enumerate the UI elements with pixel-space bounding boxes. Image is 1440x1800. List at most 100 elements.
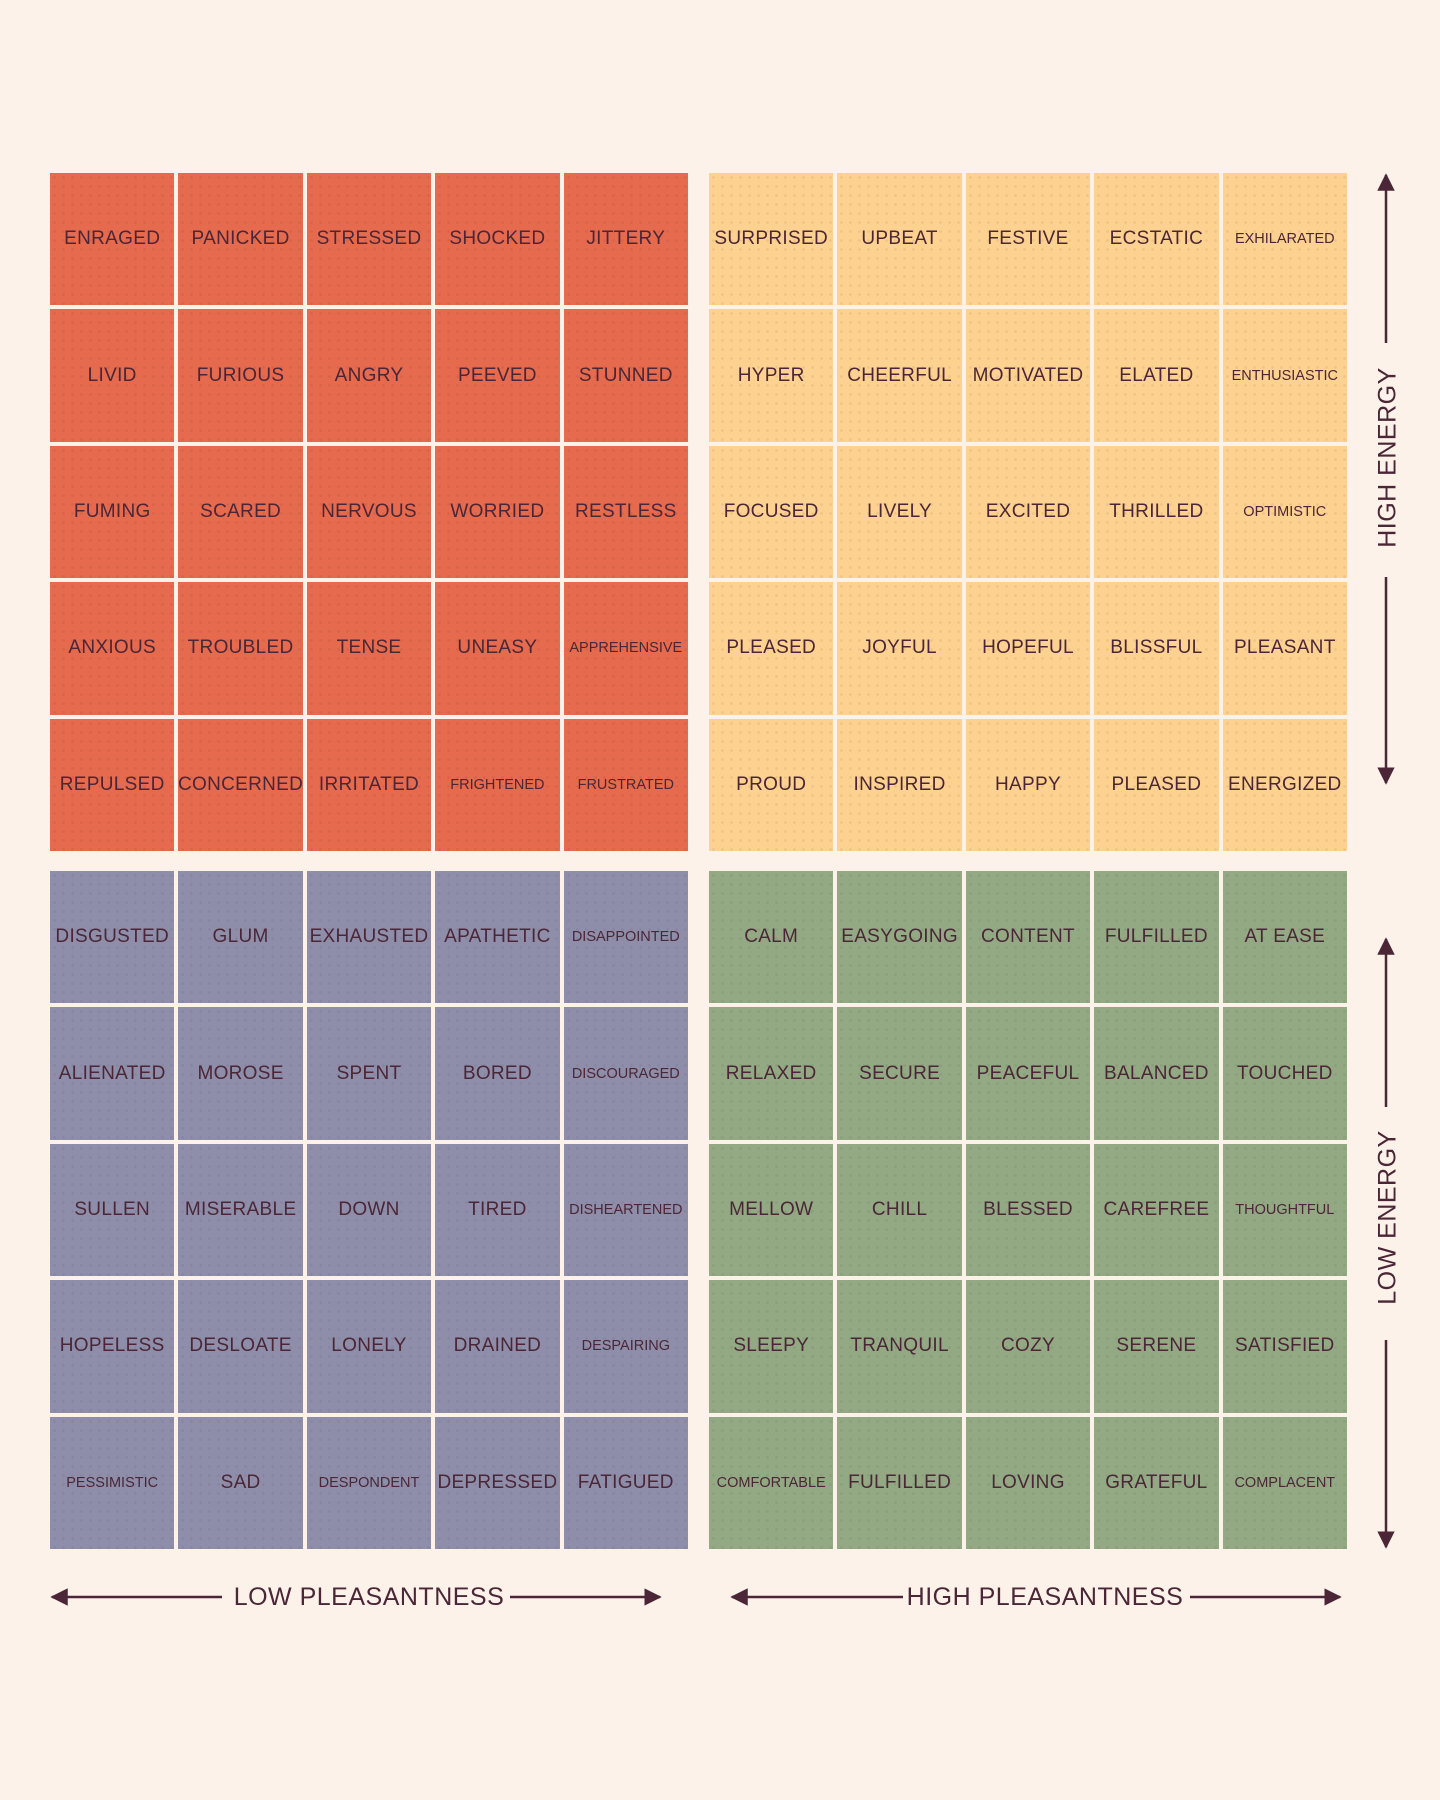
emotion-cell: JOYFUL (837, 582, 962, 715)
emotion-cell: DESLOATE (178, 1280, 303, 1413)
emotion-cell: EASYGOING (837, 871, 962, 1004)
emotion-cell: PLEASED (1094, 718, 1219, 851)
quadrant-high-energy-high-pleasantness: SURPRISED UPBEAT FESTIVE ECSTATIC EXHILARATE… (709, 173, 1347, 851)
x-axis-label-low-pleasantness: LOW PLEASANTNESS (233, 1583, 505, 1611)
emotion-cell: APPREHENSIVE (563, 582, 688, 715)
emotion-cell: MISERABLE (178, 1143, 303, 1277)
emotion-cell: DOWN (306, 1143, 432, 1277)
emotion-cell: BLISSFUL (1094, 582, 1219, 715)
quadrant-low-energy-high-pleasantness: CALM EASYGOING CONTENT FULFILLED AT EASE RELA… (709, 871, 1347, 1549)
emotion-cell: FRIGHTENED (435, 718, 560, 851)
emotion-cell: SECURE (837, 1007, 962, 1140)
emotion-cell: PEACEFUL (965, 1007, 1091, 1140)
emotion-cell: DEPRESSED (435, 1416, 560, 1549)
quadrant-high-energy-low-pleasantness: ENRAGED PANICKED STRESSED SHOCKED JITTERY LIV… (50, 173, 688, 851)
emotion-cell: LOVING (965, 1416, 1091, 1549)
emotion-cell: RESTLESS (563, 445, 688, 579)
emotion-cell: TOUCHED (1222, 1007, 1347, 1140)
emotion-cell: UNEASY (435, 582, 560, 715)
emotion-cell: FESTIVE (965, 173, 1091, 306)
emotion-cell: BALANCED (1094, 1007, 1219, 1140)
emotion-cell: MOROSE (178, 1007, 303, 1140)
emotion-cell: SPENT (306, 1007, 432, 1140)
emotion-cell: FRUSTRATED (563, 718, 688, 851)
emotion-cell: ANGRY (306, 309, 432, 442)
emotion-cell: SURPRISED (709, 173, 834, 306)
emotion-cell: WORRIED (435, 445, 560, 579)
y-axis-label-low-energy: LOW ENERGY (1373, 1130, 1402, 1305)
emotion-cell: ENERGIZED (1222, 718, 1347, 851)
emotion-cell: CONTENT (965, 871, 1091, 1004)
emotion-cell: SERENE (1094, 1280, 1219, 1413)
emotion-cell: DISCOURAGED (563, 1007, 688, 1140)
emotion-cell: ECSTATIC (1094, 173, 1219, 306)
emotion-cell: INSPIRED (837, 718, 962, 851)
y-axis-label-high-energy: HIGH ENERGY (1373, 367, 1402, 548)
emotion-cell: EXCITED (965, 445, 1091, 579)
emotion-cell: RELAXED (709, 1007, 834, 1140)
emotion-cell: CONCERNED (178, 718, 303, 851)
emotion-cell: ENRAGED (50, 173, 175, 306)
emotion-cell: LIVELY (837, 445, 962, 579)
emotion-cell: COMPLACENT (1222, 1416, 1347, 1549)
emotion-cell: CALM (709, 871, 834, 1004)
emotion-cell: OPTIMISTIC (1222, 445, 1347, 579)
emotion-cell: CHEERFUL (837, 309, 962, 442)
emotion-cell: PROUD (709, 718, 834, 851)
emotion-cell: ELATED (1094, 309, 1219, 442)
emotion-cell: STUNNED (563, 309, 688, 442)
emotion-cell: HOPEFUL (965, 582, 1091, 715)
emotion-cell: DESPONDENT (306, 1416, 432, 1549)
emotion-cell: CAREFREE (1094, 1143, 1219, 1277)
emotion-cell: TRANQUIL (837, 1280, 962, 1413)
emotion-cell: SAD (178, 1416, 303, 1549)
emotion-cell: JITTERY (563, 173, 688, 306)
emotion-cell: TENSE (306, 582, 432, 715)
emotion-cell: MOTIVATED (965, 309, 1091, 442)
emotion-cell: MELLOW (709, 1143, 834, 1277)
emotion-cell: GRATEFUL (1094, 1416, 1219, 1549)
x-axis-label-high-pleasantness: HIGH PLEASANTNESS (906, 1583, 1184, 1611)
emotion-cell: COZY (965, 1280, 1091, 1413)
emotion-cell: LIVID (50, 309, 175, 442)
emotion-cell: BORED (435, 1007, 560, 1140)
emotion-cell: ALIENATED (50, 1007, 175, 1140)
emotion-cell: ANXIOUS (50, 582, 175, 715)
emotion-cell: HAPPY (965, 718, 1091, 851)
emotion-cell: FUMING (50, 445, 175, 579)
emotion-cell: PEEVED (435, 309, 560, 442)
emotion-cell: PESSIMISTIC (50, 1416, 175, 1549)
emotion-cell: FATIGUED (563, 1416, 688, 1549)
emotion-cell: THOUGHTFUL (1222, 1143, 1347, 1277)
emotion-cell: SULLEN (50, 1143, 175, 1277)
emotion-cell: IRRITATED (306, 718, 432, 851)
emotion-cell: FOCUSED (709, 445, 834, 579)
emotion-cell: NERVOUS (306, 445, 432, 579)
emotion-cell: FURIOUS (178, 309, 303, 442)
emotion-cell: DRAINED (435, 1280, 560, 1413)
emotion-cell: COMFORTABLE (709, 1416, 834, 1549)
emotion-cell: BLESSED (965, 1143, 1091, 1277)
emotion-cell: AT EASE (1222, 871, 1347, 1004)
emotion-cell: SATISFIED (1222, 1280, 1347, 1413)
emotion-cell: DESPAIRING (563, 1280, 688, 1413)
emotion-cell: TROUBLED (178, 582, 303, 715)
emotion-cell: DISAPPOINTED (563, 871, 688, 1004)
emotion-cell: SCARED (178, 445, 303, 579)
emotion-cell: SLEEPY (709, 1280, 834, 1413)
emotion-cell: HYPER (709, 309, 834, 442)
emotion-cell: REPULSED (50, 718, 175, 851)
emotion-cell: FULFILLED (837, 1416, 962, 1549)
emotion-cell: UPBEAT (837, 173, 962, 306)
emotion-cell: PANICKED (178, 173, 303, 306)
emotion-cell: EXHILARATED (1222, 173, 1347, 306)
emotion-cell: LONELY (306, 1280, 432, 1413)
emotion-cell: GLUM (178, 871, 303, 1004)
emotion-cell: APATHETIC (435, 871, 560, 1004)
emotion-cell: STRESSED (306, 173, 432, 306)
emotion-cell: THRILLED (1094, 445, 1219, 579)
emotion-cell: PLEASANT (1222, 582, 1347, 715)
emotion-cell: PLEASED (709, 582, 834, 715)
emotion-cell: CHILL (837, 1143, 962, 1277)
emotion-cell: HOPELESS (50, 1280, 175, 1413)
